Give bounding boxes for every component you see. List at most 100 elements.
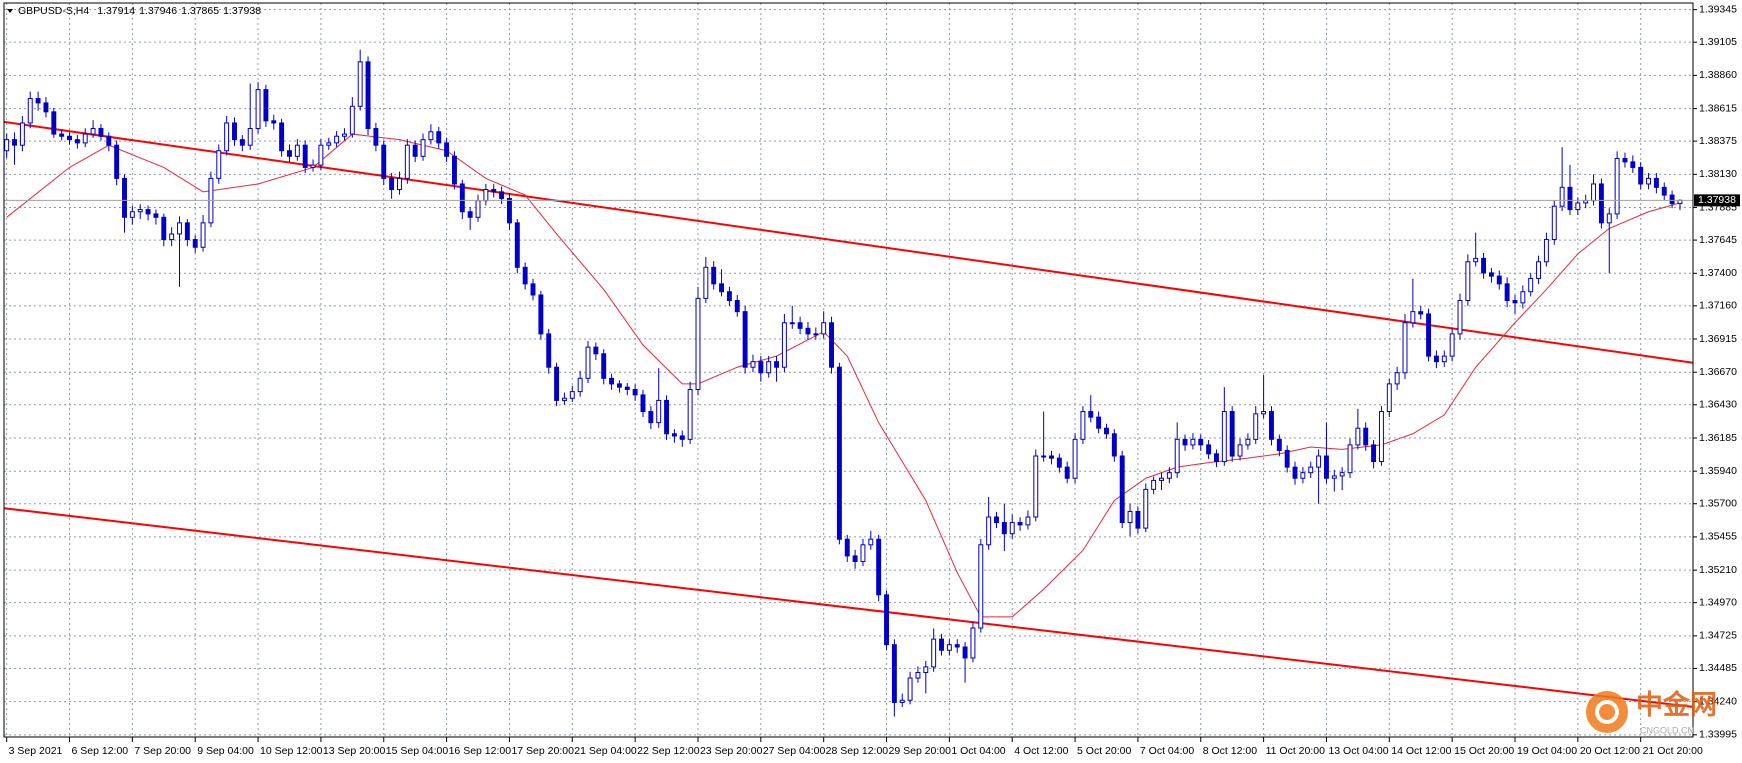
x-tick-label: 29 Sep 20:00 xyxy=(889,745,952,757)
candle-body xyxy=(1355,427,1361,446)
candle-body xyxy=(1441,355,1447,363)
y-tick-label: 1.38130 xyxy=(1699,168,1737,180)
candle-body xyxy=(1308,466,1314,474)
y-tick-label: 1.36670 xyxy=(1699,366,1737,378)
candle-body xyxy=(1245,438,1251,446)
candle-body xyxy=(774,361,780,368)
y-tick-label: 1.36430 xyxy=(1699,399,1737,411)
candle-body xyxy=(177,222,182,235)
candle-body xyxy=(318,144,324,166)
candle-body xyxy=(876,538,882,596)
candle-body xyxy=(1182,438,1188,446)
x-tick-label: 20 Oct 12:00 xyxy=(1580,745,1640,757)
y-tick-label: 1.38615 xyxy=(1699,102,1737,114)
candle-body xyxy=(43,102,49,113)
y-tick-label: 1.33995 xyxy=(1699,729,1737,741)
candle-body xyxy=(766,361,772,374)
candle-body xyxy=(742,311,748,368)
candle-body xyxy=(593,346,599,355)
candle-body xyxy=(1041,455,1047,458)
x-tick-label: 27 Sep 04:00 xyxy=(763,745,826,757)
candle-body xyxy=(506,197,512,224)
x-tick-label: 3 Sep 2021 xyxy=(9,745,63,757)
candle-body xyxy=(1214,453,1219,463)
candle-body xyxy=(467,211,473,218)
candle-body xyxy=(1567,186,1573,211)
candle-body xyxy=(161,216,167,241)
candle-body xyxy=(1646,177,1652,185)
candle-body xyxy=(106,135,112,146)
y-tick-label: 1.38860 xyxy=(1699,69,1737,81)
candle-body xyxy=(1653,177,1659,188)
x-tick-label: 22 Sep 12:00 xyxy=(637,745,700,757)
candle-body xyxy=(711,266,717,285)
candle-body xyxy=(1080,411,1086,440)
candle-body xyxy=(978,544,984,629)
candle-body xyxy=(1159,477,1164,481)
candle-body xyxy=(624,386,630,390)
candle-body xyxy=(192,239,198,248)
candle-body xyxy=(664,399,670,435)
candle-body xyxy=(279,122,285,152)
candle-body xyxy=(1536,261,1542,279)
candle-body xyxy=(1276,438,1282,451)
x-tick-label: 15 Sep 04:00 xyxy=(386,745,449,757)
candle-body xyxy=(994,516,999,524)
candle-body xyxy=(962,646,968,659)
candle-body xyxy=(1661,186,1667,196)
candle-body xyxy=(1229,411,1235,457)
candle-body xyxy=(396,177,402,191)
candle-body xyxy=(263,89,269,122)
x-tick-label: 7 Sep 20:00 xyxy=(134,745,191,757)
candle-body xyxy=(475,200,481,218)
candle-body xyxy=(1221,411,1227,463)
candle-body xyxy=(1347,444,1353,474)
candle-body xyxy=(444,142,450,157)
menu-arrow[interactable] xyxy=(7,9,13,13)
candle-body xyxy=(1198,438,1204,446)
candle-body xyxy=(1465,261,1471,302)
candle-body xyxy=(954,644,960,648)
candle-body xyxy=(1174,438,1180,474)
candle-body xyxy=(153,213,159,218)
candle-body xyxy=(1151,479,1157,490)
candle-body xyxy=(703,266,709,299)
candle-body xyxy=(232,122,237,141)
candle-body xyxy=(514,222,520,268)
candle-body xyxy=(1481,257,1487,274)
plot-border xyxy=(3,2,1694,738)
candle-body xyxy=(915,671,921,679)
candle-body xyxy=(726,291,732,302)
candle-body xyxy=(868,538,874,546)
candle-body xyxy=(1049,455,1054,459)
candle-body xyxy=(114,144,120,179)
candle-body xyxy=(1583,200,1589,204)
x-tick-label: 13 Sep 20:00 xyxy=(323,745,386,757)
candle-body xyxy=(1386,383,1392,413)
candle-body xyxy=(1104,427,1109,435)
candle-body xyxy=(1504,283,1510,302)
y-tick-label: 1.35940 xyxy=(1699,465,1737,477)
x-tick-label: 13 Oct 04:00 xyxy=(1328,745,1388,757)
y-tick-label: 1.35700 xyxy=(1699,498,1737,510)
candle-body xyxy=(1331,475,1337,479)
candle-body xyxy=(781,322,787,368)
candle-body xyxy=(1017,522,1023,526)
candle-body xyxy=(82,133,88,144)
candle-body xyxy=(719,283,725,293)
candle-body xyxy=(852,555,858,562)
y-tick-label: 1.34240 xyxy=(1699,695,1737,707)
y-tick-label: 1.37160 xyxy=(1699,300,1737,312)
header-open: 1.37914 xyxy=(97,5,135,17)
candle-body xyxy=(19,122,25,146)
candle-body xyxy=(326,142,332,146)
candle-body xyxy=(1559,186,1565,207)
x-tick-label: 23 Sep 20:00 xyxy=(700,745,763,757)
y-tick-label: 1.35210 xyxy=(1699,564,1737,576)
candle-body xyxy=(695,297,701,390)
candle-body xyxy=(1371,444,1377,463)
candle-body xyxy=(640,394,646,413)
candle-body xyxy=(1473,257,1479,263)
candle-body xyxy=(1598,183,1604,224)
